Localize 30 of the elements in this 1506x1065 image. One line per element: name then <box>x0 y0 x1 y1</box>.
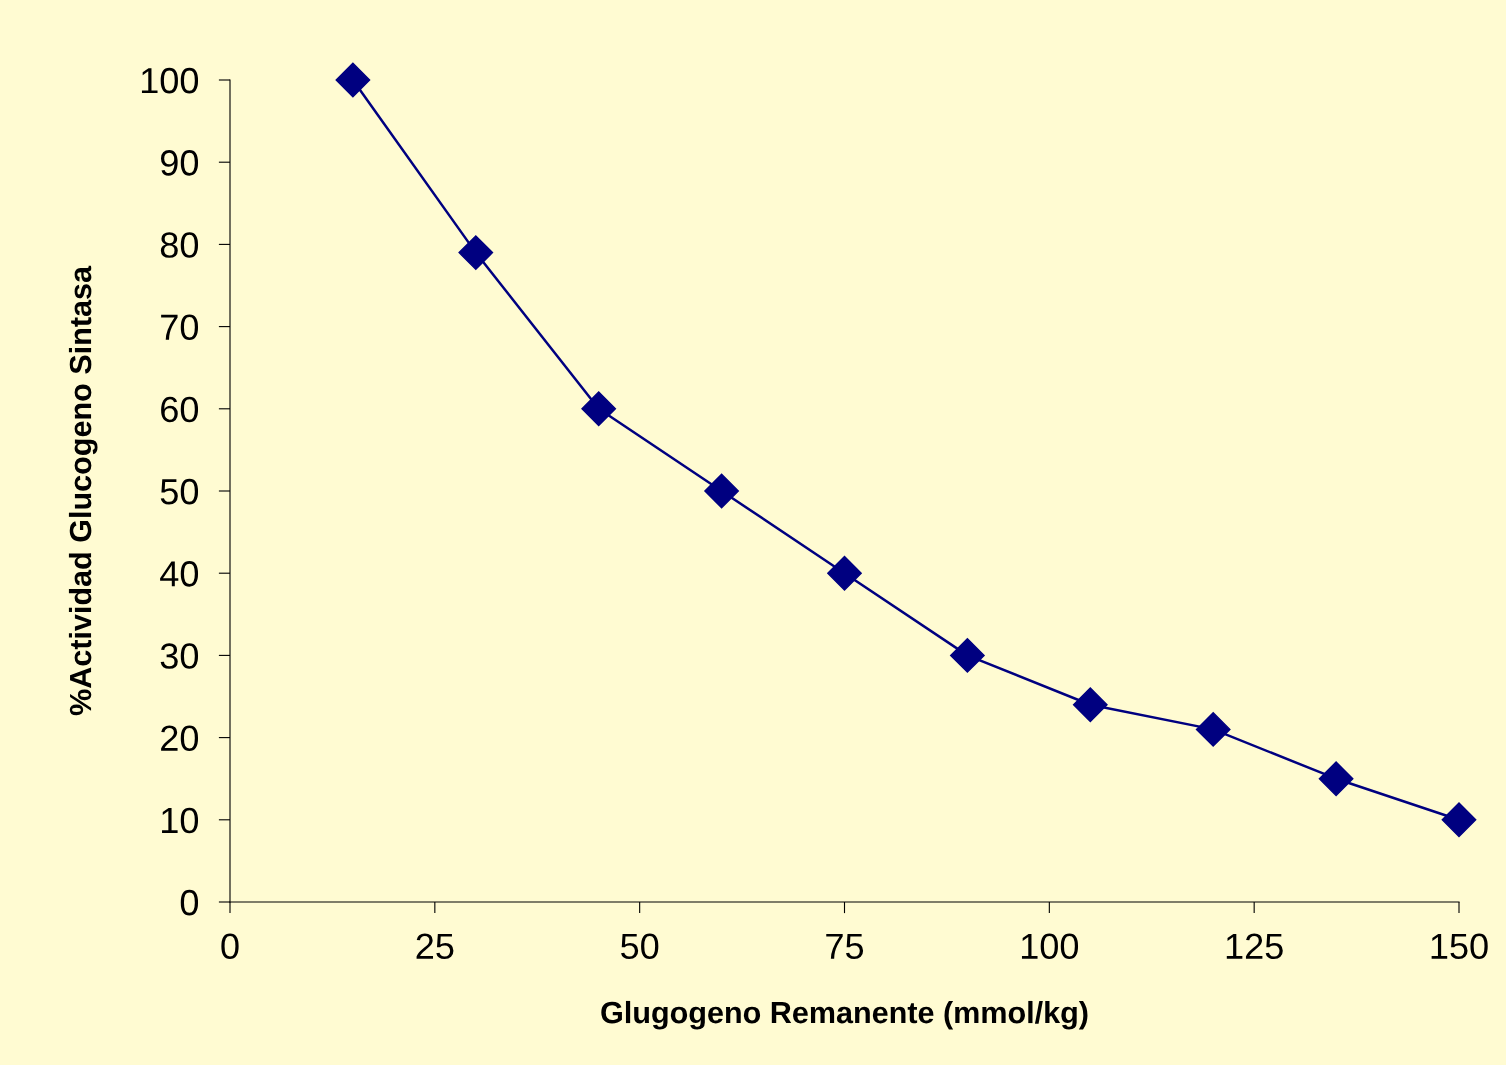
point <box>1441 802 1477 838</box>
x-tick-label: 125 <box>1226 933 1283 960</box>
x-tick-label: 25 <box>416 933 454 960</box>
y-tick-label: 20 <box>161 725 199 752</box>
y-tick-label: 40 <box>160 561 199 587</box>
x-axis-title: Glugogeno Remanente (mmol/kg) <box>601 1000 1088 1030</box>
y-tick-label: 70 <box>161 314 199 341</box>
x-tick-label: 50 <box>621 933 659 960</box>
point <box>950 638 985 673</box>
y-tick-label: 30 <box>160 643 199 669</box>
x-tick-label: 100 <box>1021 933 1079 960</box>
x-tick-label: 0 <box>221 933 239 960</box>
point <box>1072 687 1108 723</box>
y-tick-label: 60 <box>161 396 199 423</box>
point <box>458 235 494 271</box>
y-tick-label: 90 <box>160 150 199 176</box>
point <box>1318 761 1354 797</box>
x-tick-label: 75 <box>826 933 864 960</box>
y-axis-title: %Actividad Glucogeno Sintasa <box>68 265 98 716</box>
y-tick-label: 0 <box>180 889 199 916</box>
point <box>581 391 617 427</box>
point <box>827 555 862 591</box>
x-tick-label: 150 <box>1431 933 1488 960</box>
point <box>1195 711 1231 747</box>
y-tick-label: 100 <box>141 67 199 94</box>
point <box>335 62 371 98</box>
point <box>704 473 739 509</box>
y-tick-label: 50 <box>160 478 199 505</box>
y-tick-label: 80 <box>160 232 199 258</box>
y-tick-label: 10 <box>162 807 199 834</box>
